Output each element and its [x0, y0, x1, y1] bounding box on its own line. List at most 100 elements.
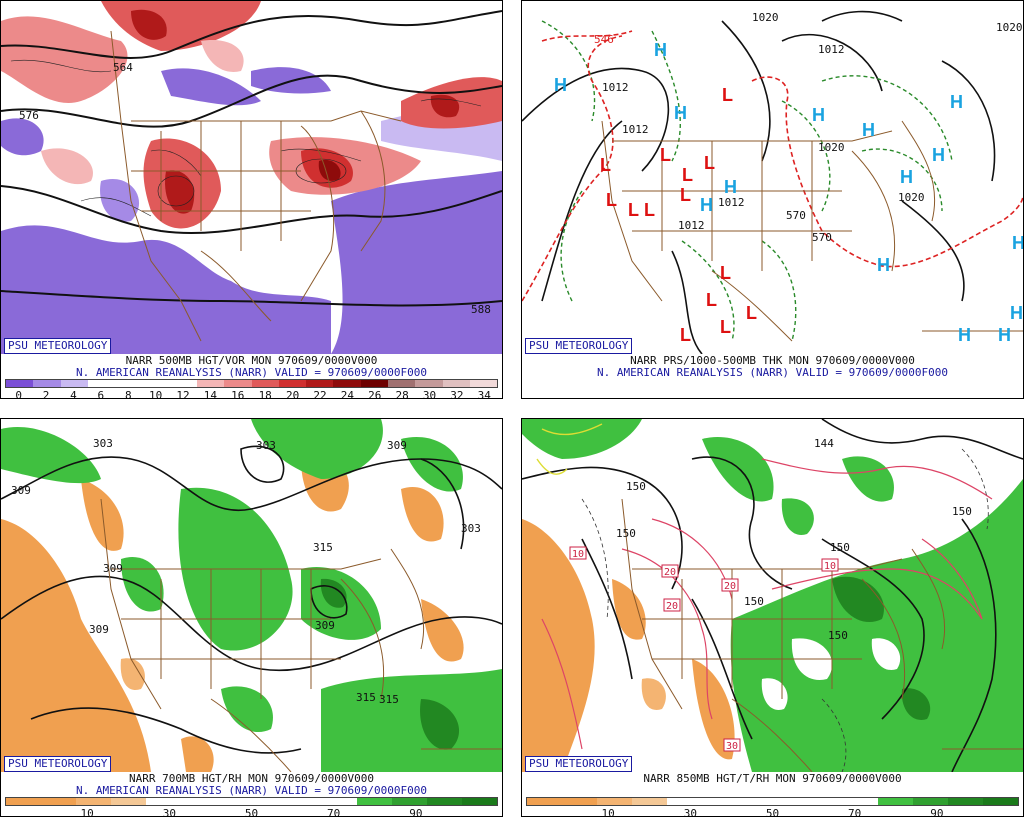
colorbar-tick-label: 20	[285, 389, 300, 399]
low-pressure-marker: L	[680, 325, 691, 345]
dry-region	[1, 519, 151, 772]
high-pressure-marker: H	[877, 255, 890, 275]
temperature-label: 20	[666, 601, 678, 612]
colorbar-swatch	[387, 380, 416, 387]
colorbar-swatch	[224, 380, 252, 387]
map-500mb-vorticity: 564 576 588	[1, 1, 502, 354]
positive-vorticity-region	[1, 16, 128, 104]
colorbar-swatch	[772, 798, 808, 805]
contour-label: 588	[471, 303, 491, 316]
colorbar-tick-label: 90	[409, 807, 423, 817]
contour-label: 576	[19, 109, 39, 122]
colorbar-swatch	[115, 380, 143, 387]
temperature-label: 30	[726, 741, 738, 752]
colorbar-tick-label: 70	[327, 807, 341, 817]
moist-region	[522, 419, 642, 459]
low-pressure-marker: L	[722, 85, 733, 105]
contour-label: 309	[89, 623, 109, 636]
psu-meteorology-badge: PSU METEOROLOGY	[4, 756, 112, 772]
contour-label: 150	[616, 527, 636, 540]
colorbar-tick-label: 26	[368, 389, 382, 399]
panel-500mb-vorticity: 564 576 588 PSU METEOROLOGY NARR 500MB H…	[0, 0, 503, 399]
colorbar-tick-label: 34	[477, 389, 491, 399]
contour-label: 150	[744, 595, 764, 608]
contour-label: 1012	[622, 123, 649, 136]
contour-label: 150	[830, 541, 850, 554]
high-pressure-marker: H	[998, 325, 1011, 345]
colorbar-swatch	[142, 380, 170, 387]
colorbar-swatch	[333, 380, 361, 387]
contour-label: 564	[113, 61, 133, 74]
vorticity-colorbar	[5, 379, 498, 388]
colorbar-swatch	[667, 798, 703, 805]
high-pressure-marker: H	[1010, 303, 1023, 323]
low-pressure-marker: L	[680, 185, 691, 205]
contour-label: 309	[11, 484, 31, 497]
contour-label: 546	[594, 33, 614, 46]
contour-label: 303	[461, 522, 481, 535]
colorbar-tick-label: 22	[313, 389, 327, 399]
high-pressure-marker: H	[862, 120, 875, 140]
panel-title: NARR 500MB HGT/VOR MON 970609/0000V000	[125, 354, 378, 367]
colorbar-tick-label: 28	[395, 389, 409, 399]
contour-label: 315	[313, 541, 333, 554]
panel-title: NARR 850MB HGT/T/RH MON 970609/0000V000	[643, 772, 902, 785]
colorbar-swatch	[462, 798, 498, 805]
colorbar-swatch	[877, 798, 913, 805]
colorbar-swatch	[60, 380, 88, 387]
high-pressure-marker: H	[674, 103, 687, 123]
map-850mb-temp-rh: 144 150 150 150 150 150 150 10 10 20 20 …	[522, 419, 1023, 772]
colorbar-tick-label: 10	[601, 807, 615, 817]
colorbar-tick-label: 50	[244, 807, 259, 817]
colorbar-swatch	[947, 798, 984, 805]
high-pressure-marker: H	[654, 40, 667, 60]
low-pressure-marker: L	[628, 200, 639, 220]
high-pressure-marker: H	[900, 167, 913, 187]
high-pressure-marker: H	[950, 92, 963, 112]
contour-label: 303	[93, 437, 113, 450]
panel-title: NARR 700MB HGT/RH MON 970609/0000V000	[128, 772, 375, 785]
contour-label: 150	[626, 480, 646, 493]
temperature-label: 10	[572, 549, 584, 560]
colorbar-swatch	[597, 798, 633, 805]
colorbar-swatch	[807, 798, 843, 805]
low-pressure-marker: L	[600, 155, 611, 175]
colorbar-tick-label: 10	[80, 807, 94, 817]
low-pressure-marker: L	[660, 145, 671, 165]
colorbar-tick-label: 24	[340, 389, 354, 399]
colorbar-swatch	[632, 798, 668, 805]
high-pressure-marker: H	[1012, 233, 1023, 253]
colorbar-tick-label: 10	[149, 389, 163, 399]
low-pressure-marker: L	[606, 190, 617, 210]
panel-subtitle: N. AMERICAN REANALYSIS (NARR) VALID = 97…	[597, 366, 948, 379]
colorbar-swatch	[442, 380, 470, 387]
colorbar-swatch	[415, 380, 443, 387]
contour-label: 309	[103, 562, 123, 575]
contour-label: 315	[379, 693, 399, 706]
contour-label: 570	[812, 231, 832, 244]
colorbar-tick-label: 14	[203, 389, 218, 399]
colorbar-swatch	[196, 380, 225, 387]
rh-colorbar	[526, 797, 1019, 806]
colorbar-swatch	[360, 380, 388, 387]
colorbar-tick-label: 30	[422, 389, 437, 399]
colorbar-tick-label: 4	[70, 389, 77, 399]
colorbar-tick-label: 0	[15, 389, 22, 399]
map-pressure-thickness: H H H H H H H H H H H H H H H L L L L L …	[522, 1, 1023, 354]
colorbar-swatch	[87, 380, 116, 387]
contour-label: 144	[814, 437, 834, 450]
low-pressure-marker: L	[706, 290, 717, 310]
low-pressure-marker: L	[704, 153, 715, 173]
temperature-label: 10	[824, 561, 836, 572]
low-pressure-marker: L	[720, 263, 731, 283]
contour-label: 1020	[996, 21, 1023, 34]
colorbar-swatch	[33, 380, 61, 387]
colorbar-swatch	[181, 798, 217, 805]
colorbar-swatch	[251, 380, 279, 387]
temperature-label: 20	[664, 567, 676, 578]
map-700mb-rh: 303 303 309 309 309 309 315 309 303 315 …	[1, 419, 502, 772]
colorbar-tick-label: 70	[848, 807, 862, 817]
colorbar-swatch	[169, 380, 197, 387]
contour-label: 303	[256, 439, 276, 452]
panel-subtitle: N. AMERICAN REANALYSIS (NARR) VALID = 97…	[76, 366, 427, 379]
